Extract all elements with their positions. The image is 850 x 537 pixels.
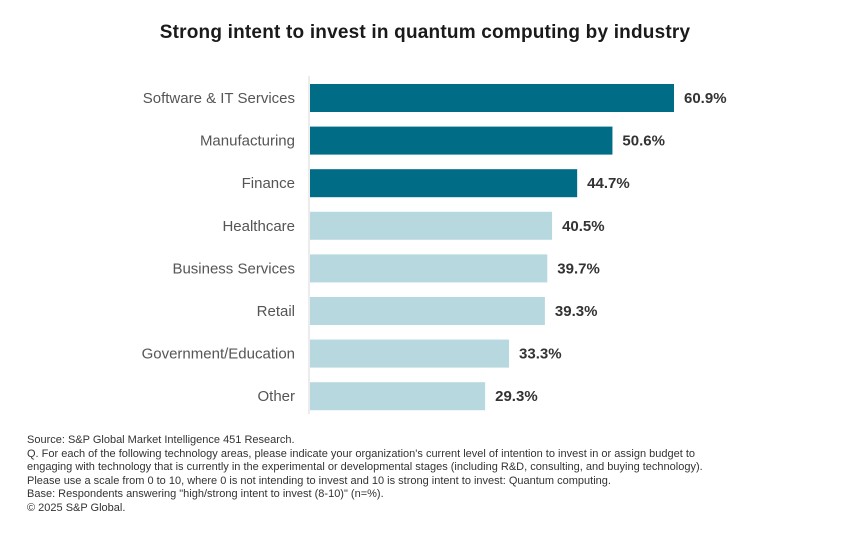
bar-1 [310, 126, 613, 155]
bar-6 [310, 339, 510, 368]
category-label-3: Healthcare [222, 218, 295, 235]
value-label-3: 40.5% [562, 218, 605, 235]
category-label-4: Business Services [172, 260, 295, 277]
value-label-6: 33.3% [519, 346, 562, 363]
source-note: Source: S&P Global Market Intelligence 4… [27, 434, 295, 446]
bar-0 [310, 84, 674, 112]
bar-5 [310, 297, 545, 325]
bar-3 [310, 211, 553, 240]
value-label-2: 44.7% [587, 175, 630, 192]
question-note-line-2: engaging with technology that is current… [27, 461, 703, 474]
bar-chart: Software & IT Services 60.9% Manufacturing… [142, 76, 727, 414]
base-note: Base: Respondents answering "high/strong… [27, 488, 384, 501]
copyright-note: © 2025 S&P Global. [27, 501, 126, 514]
chart-title: Strong intent to invest in quantum compu… [159, 22, 691, 43]
category-label-1: Manufacturing [200, 133, 295, 150]
category-label-6: Government/Education [142, 346, 295, 363]
bar-2 [310, 169, 578, 198]
bar-4 [310, 254, 548, 283]
category-label-2: Finance [242, 175, 295, 192]
category-label-5: Retail [257, 303, 295, 320]
question-note-line-1: Q. For each of the following technology … [27, 447, 695, 460]
value-label-0: 60.9% [684, 90, 727, 107]
footnotes: Source: S&P Global Market Intelligence 4… [27, 434, 827, 516]
bar-7 [310, 382, 486, 411]
category-label-0: Software & IT Services [143, 90, 295, 107]
value-label-7: 29.3% [495, 388, 538, 405]
category-label-7: Other [257, 388, 295, 405]
value-label-5: 39.3% [555, 303, 598, 320]
question-note-line-3: Please use a scale from 0 to 10, where 0… [27, 474, 611, 487]
value-label-1: 50.6% [622, 133, 665, 150]
value-label-4: 39.7% [557, 260, 600, 277]
